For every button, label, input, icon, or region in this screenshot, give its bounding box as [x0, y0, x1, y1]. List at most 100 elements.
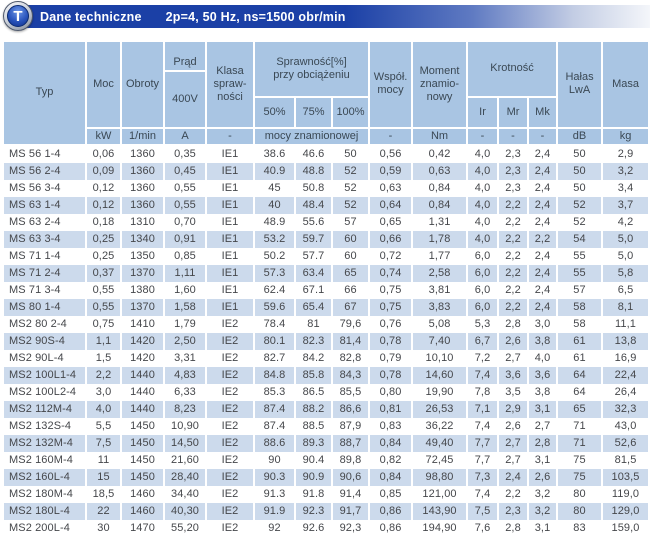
cell: 89.3 — [294, 434, 333, 452]
cell: 7,7 — [466, 434, 500, 452]
cell: 0,81 — [368, 400, 414, 418]
cell: 8,1 — [601, 298, 650, 316]
cell: 15 — [85, 468, 122, 486]
cell: 1360 — [120, 179, 165, 197]
cell: 2,3 — [497, 162, 530, 180]
cell-typ: MS2 180M-4 — [2, 485, 87, 503]
cell: IE2 — [205, 349, 255, 367]
cell: 87.4 — [253, 417, 296, 435]
cell: 67 — [330, 298, 371, 316]
cell: 3,6 — [527, 366, 559, 384]
cell: 78.4 — [253, 315, 296, 333]
cell: 6,0 — [466, 298, 500, 316]
cell: 63.4 — [294, 264, 333, 282]
cell: 4,2 — [601, 213, 650, 231]
cell: 86.5 — [294, 383, 333, 401]
cell: 75 — [556, 468, 604, 486]
cell: 4,83 — [163, 366, 207, 384]
cell: 1450 — [120, 451, 165, 469]
cell: 0,75 — [368, 281, 414, 299]
cell: 84,3 — [330, 366, 371, 384]
cell-typ: MS2 112M-4 — [2, 400, 87, 418]
cell: IE1 — [205, 298, 255, 316]
table-row: MS 71 1-4 0,25 1350 0,85 IE1 50.2 57.7 60 0,72 1,… — [2, 247, 650, 265]
cell: 59.6 — [253, 298, 296, 316]
table-row: MS2 100L2-4 3,0 1440 6,33 IE2 85.3 86.5 85,5 0,8… — [2, 383, 650, 401]
page-subtitle: 2p=4, 50 Hz, ns=1500 obr/min — [165, 9, 346, 24]
cell: 87,9 — [330, 417, 371, 435]
cell: 4,0 — [466, 144, 500, 163]
cell: 85.3 — [253, 383, 296, 401]
cell: 64 — [556, 383, 604, 401]
cell: 50.8 — [294, 179, 333, 197]
cell: 7,5 — [466, 502, 500, 520]
cell: 0,74 — [368, 264, 414, 282]
cell: 3,83 — [411, 298, 469, 316]
cell: 2,2 — [497, 281, 530, 299]
cell: 92 — [253, 519, 296, 537]
cell: 3,31 — [163, 349, 207, 367]
cell: 0,66 — [368, 230, 414, 248]
table-row: MS2 160L-4 15 1450 28,40 IE2 90.3 90.9 90,6 0,84… — [2, 468, 650, 486]
cell: 7,4 — [466, 417, 500, 435]
cell: 87.4 — [253, 400, 296, 418]
cell: 7,5 — [85, 434, 122, 452]
cell: IE1 — [205, 179, 255, 197]
cell: 40 — [253, 196, 296, 214]
cell: 2,7 — [497, 349, 530, 367]
cell: 55 — [556, 264, 604, 282]
cell: 2,4 — [527, 281, 559, 299]
cell: 30 — [85, 519, 122, 537]
cell: 6,5 — [601, 281, 650, 299]
cell: 80 — [556, 502, 604, 520]
cell: 0,55 — [85, 281, 122, 299]
col-eff-100: 100% — [330, 95, 371, 129]
col-obroty: Obroty — [120, 40, 165, 129]
cell: 0,59 — [368, 162, 414, 180]
cell: 14,60 — [411, 366, 469, 384]
col-eff-50: 50% — [253, 95, 296, 129]
col-krotnosc: Krotność — [466, 40, 559, 98]
cell: 2,2 — [85, 366, 122, 384]
cell: 16,9 — [601, 349, 650, 367]
cell: 0,56 — [368, 144, 414, 163]
cell: 1440 — [120, 366, 165, 384]
cell: 81,5 — [601, 451, 650, 469]
col-mk: Mk — [527, 95, 559, 129]
cell: 72,45 — [411, 451, 469, 469]
cell: 2,58 — [411, 264, 469, 282]
cell: 57.3 — [253, 264, 296, 282]
cell: 61 — [556, 332, 604, 350]
unit-moc: kW — [85, 126, 122, 146]
cell: IE1 — [205, 196, 255, 214]
cell-typ: MS2 132S-4 — [2, 417, 87, 435]
cell-typ: MS2 90S-4 — [2, 332, 87, 350]
cell: 11 — [85, 451, 122, 469]
t-badge-icon: T — [3, 1, 33, 31]
cell: 55 — [556, 247, 604, 265]
cell: IE2 — [205, 485, 255, 503]
cell: 10,90 — [163, 417, 207, 435]
cell: 0,65 — [368, 213, 414, 231]
cell: 65.4 — [294, 298, 333, 316]
cell: 4,0 — [466, 162, 500, 180]
unit-mk: - — [527, 126, 559, 146]
cell: 1,5 — [85, 349, 122, 367]
cell: IE2 — [205, 417, 255, 435]
unit-prad: A — [163, 126, 207, 146]
cell: 90,6 — [330, 468, 371, 486]
cell: 7,40 — [411, 332, 469, 350]
cell: 60 — [330, 247, 371, 265]
table-row: MS2 180L-4 22 1460 40,30 IE2 91.9 92.3 91,7 0,86… — [2, 502, 650, 520]
cell: 0,06 — [85, 144, 122, 163]
cell: 7,2 — [466, 349, 500, 367]
units-row: kW 1/min A - mocy znamionowej - Nm - - -… — [3, 126, 650, 146]
cell: 0,55 — [163, 196, 207, 214]
cell: 3,0 — [527, 315, 559, 333]
cell-typ: MS2 90L-4 — [2, 349, 87, 367]
cell: 50 — [330, 144, 371, 163]
col-moment: Moment znamio- nowy — [411, 40, 469, 129]
cell: 84.2 — [294, 349, 333, 367]
cell: 2,4 — [527, 179, 559, 197]
cell: 58 — [556, 298, 604, 316]
